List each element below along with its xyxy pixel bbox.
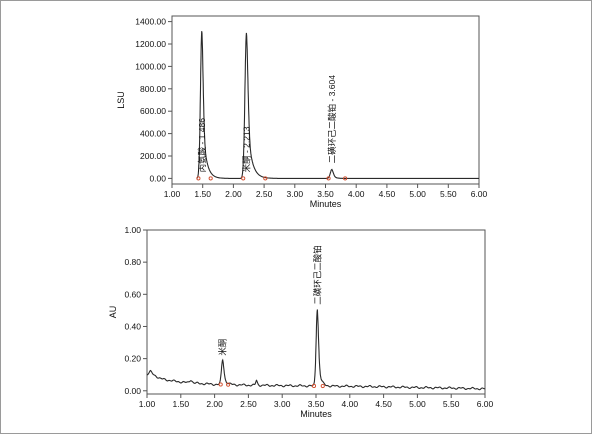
peak-label: 丙氨酸 - 1.486	[197, 118, 207, 173]
lsu-chromatogram: 0.00 200.00 400.00 600.00 800.00 1000.00 1200.…	[116, 15, 488, 209]
y-tick-label: 0.00	[124, 386, 141, 396]
y-axis-label: LSU	[116, 91, 126, 109]
x-tick-label: 6.00	[471, 189, 488, 199]
y-axis-label: AU	[108, 306, 118, 319]
peak-label-group: 丙氨酸 - 1.486 米酮 - 2.213 二磺环己二酸铂 - 3.604	[197, 75, 337, 173]
integration-marker	[311, 383, 317, 388]
x-tick-label: 6.00	[477, 399, 494, 409]
y-tick-label: 800.00	[140, 84, 166, 94]
au-chromatogram: 0.00 0.20 0.40 0.60 0.80 1.00 1.00 1.50 2.00 2.5…	[108, 225, 494, 419]
x-tick-label: 2.00	[206, 399, 223, 409]
x-tick-label: 1.00	[164, 189, 181, 199]
y-tick-label: 1400.00	[135, 17, 166, 27]
y-tick-label: 400.00	[140, 129, 166, 139]
integration-marker	[326, 176, 331, 181]
x-tick-label: 3.50	[308, 399, 325, 409]
x-tick-label: 4.00	[348, 189, 365, 199]
integration-marker	[263, 176, 268, 181]
x-tick-label: 5.50	[443, 399, 460, 409]
x-tick-label: 5.00	[409, 189, 426, 199]
x-tick-label: 1.50	[194, 189, 211, 199]
peak-label: 米酮	[218, 339, 228, 356]
peak-label: 米酮 - 2.213	[242, 126, 252, 172]
integration-markers	[196, 176, 348, 181]
chromatogram-trace	[196, 31, 479, 179]
x-axis-label: Minutes	[300, 409, 332, 419]
integration-marker	[320, 383, 325, 389]
chromatogram-trace	[146, 309, 486, 391]
y-tick-label: 1.00	[124, 225, 141, 235]
x-tick-label: 3.00	[287, 189, 304, 199]
peak-label: 二磺环己二酸铂	[312, 245, 322, 305]
y-tick-group: 0.00 200.00 400.00 600.00 800.00 1000.00 1200.…	[135, 17, 172, 183]
y-tick-group: 0.00 0.20 0.40 0.60 0.80 1.00	[124, 225, 147, 396]
x-tick-group: 1.00 1.50 2.00 2.50 3.00 3.50 4.00 4.50 5.00 5.50…	[139, 394, 494, 409]
peak-label-group: 米酮 二磺环己二酸铂	[218, 245, 323, 355]
plot-area-frame	[171, 15, 480, 185]
y-tick-label: 0.40	[124, 321, 141, 331]
y-tick-label: 0.60	[124, 289, 141, 299]
peak-label: 二磺环己二酸铂 - 3.604	[327, 75, 337, 164]
x-tick-label: 4.50	[375, 399, 392, 409]
y-tick-label: 600.00	[140, 106, 166, 116]
x-tick-label: 2.50	[256, 189, 273, 199]
x-tick-label: 2.00	[225, 189, 242, 199]
x-tick-label: 2.50	[240, 399, 257, 409]
integration-marker	[343, 176, 348, 181]
integration-markers	[218, 382, 325, 389]
x-tick-label: 4.50	[379, 189, 396, 199]
x-tick-label: 4.00	[342, 399, 359, 409]
y-tick-label: 1000.00	[135, 61, 166, 71]
integration-marker	[208, 176, 213, 181]
x-tick-label: 5.50	[440, 189, 457, 199]
integration-marker	[196, 176, 201, 181]
x-tick-label: 3.50	[317, 189, 334, 199]
integration-marker	[218, 382, 223, 387]
x-axis-label: Minutes	[310, 199, 342, 209]
x-tick-group: 1.00 1.50 2.00 2.50 3.00 3.50 4.00 4.50 5.00 5.50…	[164, 184, 488, 199]
y-tick-label: 0.20	[124, 354, 141, 364]
y-tick-label: 0.00	[149, 173, 166, 183]
x-tick-label: 3.00	[274, 399, 291, 409]
integration-marker	[241, 176, 246, 181]
y-tick-label: 1200.00	[135, 39, 166, 49]
x-tick-label: 1.00	[139, 399, 156, 409]
y-tick-label: 0.80	[124, 257, 141, 267]
integration-marker	[226, 382, 231, 387]
x-tick-label: 5.00	[409, 399, 426, 409]
y-tick-label: 200.00	[140, 151, 166, 161]
x-tick-label: 1.50	[173, 399, 190, 409]
